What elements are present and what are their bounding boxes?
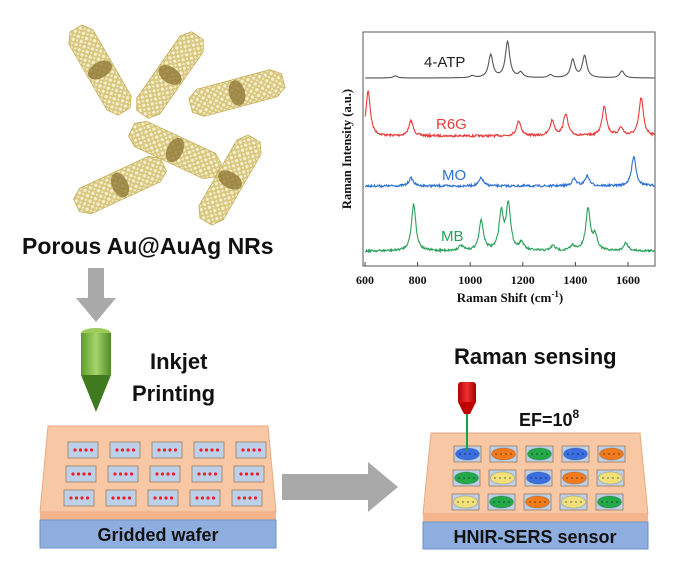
x-tick-label: 1600: [616, 273, 640, 287]
series-label-mb: MB: [441, 228, 464, 245]
spectrum-mb: [365, 199, 655, 254]
nanorod-icon: [198, 134, 262, 226]
ef-exponent: 8: [573, 407, 580, 421]
y-axis-label: Raman Intensity (a.u.): [340, 89, 354, 209]
nanorod-icon: [73, 155, 167, 215]
laser-icon: [458, 382, 476, 451]
inkjet-nozzle-icon: [81, 328, 111, 412]
printing-label-line2: Printing: [132, 381, 215, 406]
wafer-cell: [105, 489, 137, 507]
wafer-cell: [193, 441, 225, 459]
wafer-cell: [189, 489, 221, 507]
spectrum-mo: [364, 155, 655, 189]
sensor-cell-green: [487, 493, 516, 511]
sensor-cell-yellow: [451, 493, 480, 511]
enhancement-factor: EF=108: [519, 407, 580, 430]
x-tick-label: 800: [409, 273, 427, 287]
nanorods-label: Porous Au@AuAg NRs: [22, 233, 274, 259]
nanorods-illustration: [68, 24, 286, 226]
sensor-cell-yellow: [488, 469, 517, 487]
x-axis-label-end: ): [559, 290, 563, 305]
series-label-mo: MO: [442, 167, 466, 184]
wafer-cell: [149, 465, 181, 483]
x-tick-label: 1200: [511, 273, 535, 287]
sensor-cell-yellow: [596, 469, 625, 487]
spectrum-4-atp: [365, 39, 655, 79]
sensor-cell-blue: [524, 469, 553, 487]
x-tick-label: 600: [356, 273, 374, 287]
gridded-wafer-label: Gridded wafer: [97, 525, 218, 545]
wafer-cell: [67, 441, 99, 459]
sensor-cell-orange: [597, 445, 626, 463]
wafer-cell: [233, 465, 265, 483]
x-tick-label: 1400: [563, 273, 587, 287]
wafer-cell: [235, 441, 267, 459]
x-axis-label-sup: -1: [551, 289, 559, 299]
printing-label-line1: Inkjet: [150, 349, 208, 374]
series-label-4-atp: 4-ATP: [424, 54, 465, 71]
series-label-r6g: R6G: [436, 116, 467, 133]
x-tick-label: 1000: [458, 273, 482, 287]
wafer-cell: [107, 465, 139, 483]
nanorod-icon: [188, 69, 286, 117]
raman-chart: 4-ATP R6G MO MB 600 800 1000 1200 1400 1600 Rama…: [340, 31, 656, 305]
right-arrow-icon: [282, 462, 398, 512]
sensor-cell-orange: [523, 493, 552, 511]
nanorod-icon: [136, 31, 204, 119]
spectrum-r6g: [364, 90, 655, 139]
wafer-cell: [65, 465, 97, 483]
wafer-cell: [191, 465, 223, 483]
sensor-cell-orange: [560, 469, 589, 487]
sensor-label: HNIR-SERS sensor: [453, 527, 616, 547]
wafer-cell: [231, 489, 263, 507]
sensor-cell-orange: [489, 445, 518, 463]
gridded-wafer: Gridded wafer: [39, 425, 277, 549]
wafer-cell: [63, 489, 95, 507]
x-axis-label-text: Raman Shift (cm: [457, 290, 552, 305]
wafer-cell: [147, 489, 179, 507]
sensor-cell-green: [525, 445, 554, 463]
plot-frame: [362, 31, 656, 267]
wafer-cell: [109, 441, 141, 459]
sensor-cell-green: [452, 469, 481, 487]
wafer-cell: [151, 441, 183, 459]
sensor-cell-green: [595, 493, 624, 511]
sensor-cell-blue: [561, 445, 590, 463]
sensor-cell-yellow: [559, 493, 588, 511]
nanorod-icon: [68, 24, 132, 116]
ef-base: EF=10: [519, 410, 573, 430]
down-arrow-icon: [76, 268, 116, 322]
hnir-sers-sensor: HNIR-SERS sensor: [422, 432, 649, 550]
sensor-cell-blue: [453, 445, 482, 463]
x-axis-label: Raman Shift (cm-1): [457, 289, 563, 305]
raman-sensing-title: Raman sensing: [454, 344, 617, 369]
